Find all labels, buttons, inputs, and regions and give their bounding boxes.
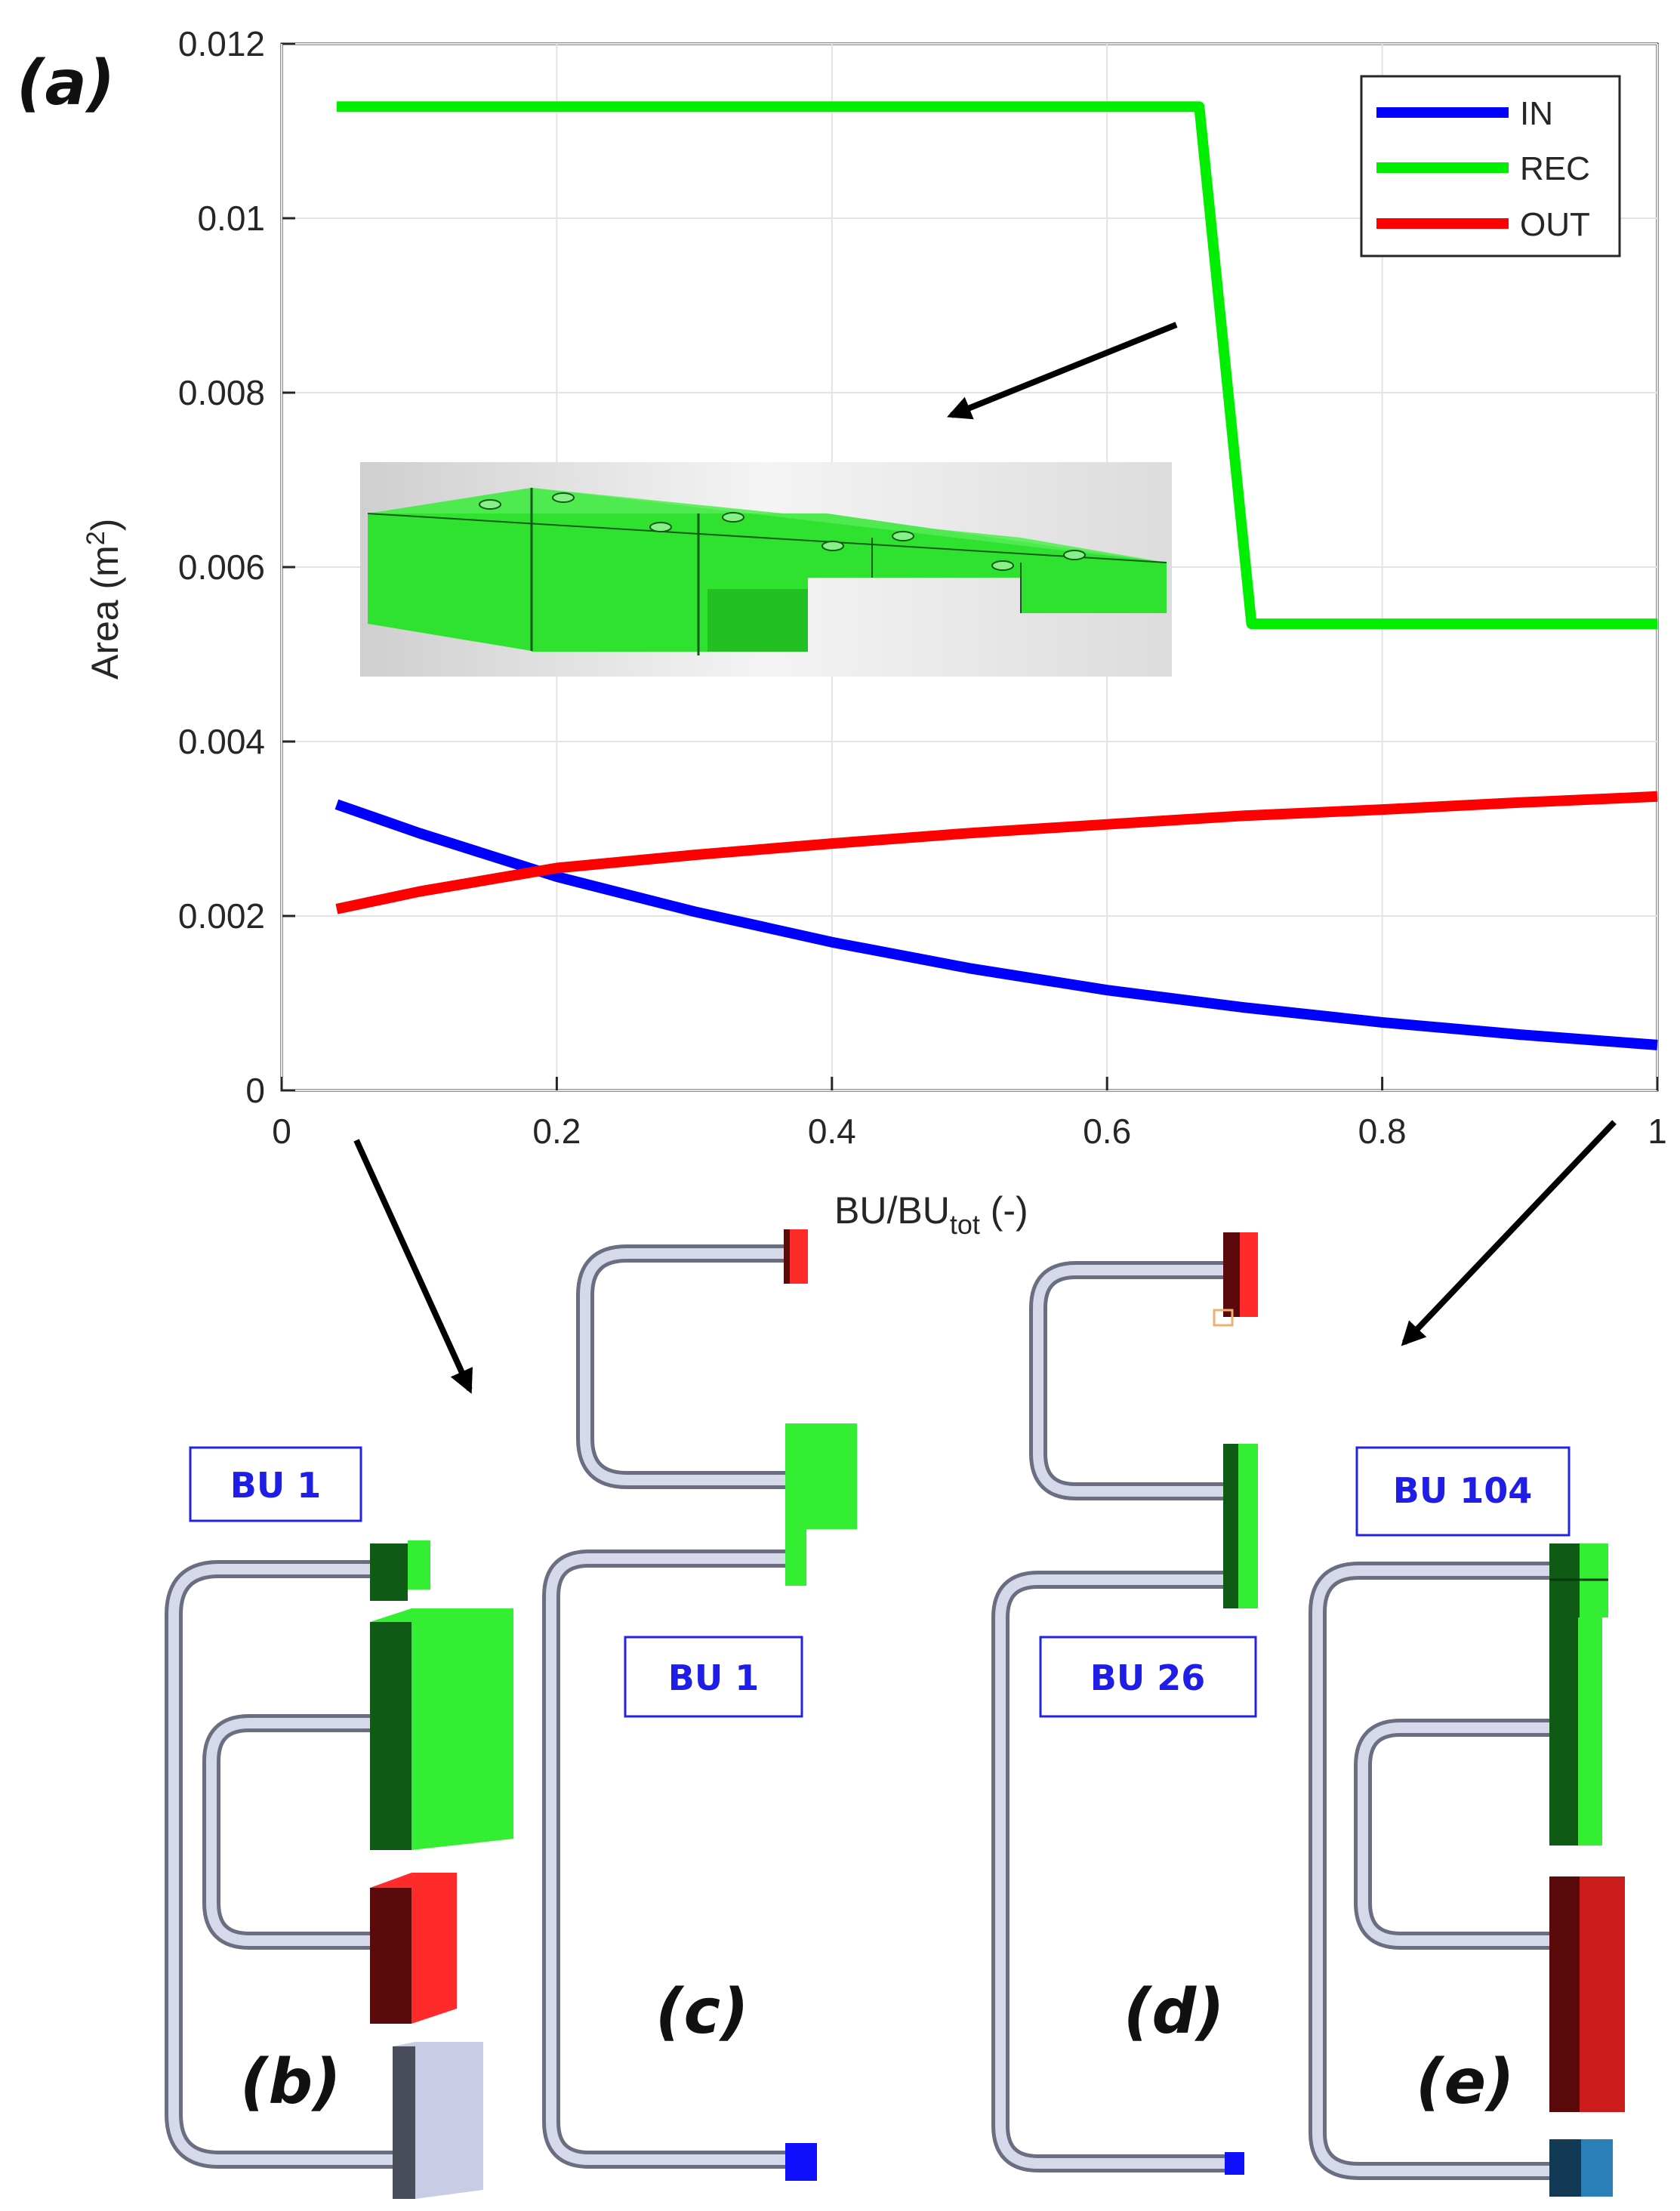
legend-label-in: IN [1520, 95, 1553, 132]
series-line-rec [336, 101, 1657, 630]
x-tick-label: 0.8 [1358, 1112, 1407, 1151]
y-tick-label: 0.012 [178, 24, 265, 63]
x-tick-labels: 0 0.2 0.4 0.6 0.8 1 [272, 1112, 1667, 1151]
y-tick-label: 0.006 [178, 547, 265, 587]
arrow-to-panel-e [1401, 1120, 1617, 1346]
y-tick-labels: 0 0.002 0.004 0.006 0.008 0.01 0.012 [178, 24, 265, 1110]
x-tick-label: 0.2 [532, 1112, 581, 1151]
panel-label-b: (b) [240, 2046, 341, 2118]
panel-label-d: (d) [1124, 1976, 1225, 2048]
y-tick-label: 0.01 [197, 199, 265, 238]
rec-block-inset [360, 462, 1172, 677]
y-tick-label: 0.004 [178, 722, 265, 761]
panel-c-geometry: BU 1 (c) [542, 1229, 857, 2181]
panel-label-c: (c) [655, 1976, 749, 2048]
data-series [334, 101, 1658, 1050]
x-axis-label: BU/BUtot (-) [834, 1189, 1028, 1240]
y-tick-label: 0.008 [178, 373, 265, 412]
bu-badge-d-box [1039, 1636, 1257, 1718]
y-axis-label: Area (m2) [82, 519, 126, 680]
bu-badge-c: BU 1 [668, 1657, 759, 1698]
x-tick-label: 0 [272, 1112, 291, 1151]
arrow-to-panel-b [353, 1139, 473, 1394]
panel-e-geometry: BU 104 (e) [1309, 1446, 1625, 2197]
panel-d-geometry: BU 26 (d) [991, 1232, 1258, 2175]
panel-b-geometry: BU 1 (b) [165, 1446, 513, 2199]
x-tick-label: 0.4 [808, 1112, 856, 1151]
bu-badge-e: BU 104 [1393, 1470, 1532, 1511]
bu-badge-d: BU 26 [1090, 1657, 1205, 1698]
x-tick-label: 0.6 [1083, 1112, 1131, 1151]
legend-label-rec: REC [1520, 150, 1590, 187]
panel-label-a: (a) [17, 48, 115, 119]
legend-label-out: OUT [1520, 206, 1590, 243]
inset-pointer-arrow [947, 322, 1178, 420]
series-line-in [334, 799, 1658, 1050]
y-tick-label: 0.002 [178, 896, 265, 936]
line-chart: 0 0.002 0.004 0.006 0.008 0.01 0.012 0 0.2 0.4 0.… [17, 24, 1667, 1240]
bu-badge-c-box [624, 1636, 803, 1718]
bu-badge-b-box [189, 1446, 362, 1522]
series-line-out [335, 791, 1658, 914]
bu-badge-b: BU 1 [230, 1465, 321, 1506]
legend: IN REC OUT [1360, 75, 1621, 257]
x-tick-label: 1 [1648, 1112, 1667, 1151]
y-tick-label: 0 [245, 1071, 265, 1110]
panel-label-e: (e) [1416, 2046, 1515, 2118]
bu-badge-e-box [1355, 1446, 1571, 1537]
